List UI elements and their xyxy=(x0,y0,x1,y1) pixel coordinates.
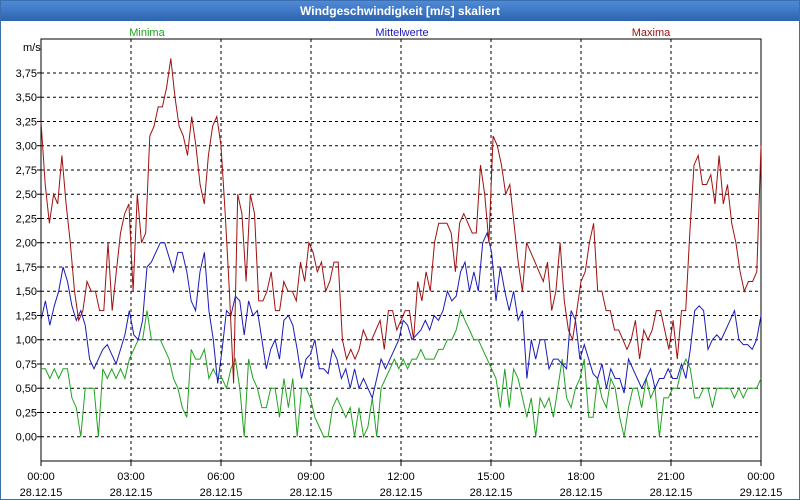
y-tick-label: 3,00 xyxy=(16,141,37,153)
grid-lines xyxy=(41,39,761,461)
x-axis-ticks: 00:00 28.12.15 03:00 28.12.15 06:00 28.12.15 0… xyxy=(20,461,783,499)
x-tick-time: 09:00 xyxy=(297,471,325,483)
y-tick-label: 1,50 xyxy=(16,286,37,298)
x-tick-time: 00:00 xyxy=(27,471,55,483)
legend: Minima Mittelwerte Maxima xyxy=(129,27,671,39)
x-tick-time: 21:00 xyxy=(657,471,685,483)
y-tick-label: 2,25 xyxy=(16,213,37,225)
y-tick-label: 1,25 xyxy=(16,310,37,322)
y-axis-ticks: 0,00 0,25 0,50 0,75 1,00 1,25 1,50 1,75 2,00 2,25… xyxy=(16,68,41,444)
x-tick-date: 28.12.15 xyxy=(650,487,693,499)
y-axis-label: m/s xyxy=(23,42,41,54)
data-series xyxy=(40,58,762,439)
y-tick-label: 1,75 xyxy=(16,262,37,274)
y-tick-label: 2,00 xyxy=(16,238,37,250)
legend-mittelwerte: Mittelwerte xyxy=(375,27,428,39)
y-tick-label: 0,25 xyxy=(16,407,37,419)
x-tick-date: 28.12.15 xyxy=(110,487,153,499)
x-tick-date: 29.12.15 xyxy=(740,487,783,499)
x-tick-time: 00:00 xyxy=(747,471,775,483)
y-tick-label: 0,75 xyxy=(16,359,37,371)
y-tick-label: 2,50 xyxy=(16,189,37,201)
series-line-minima xyxy=(41,309,762,439)
x-tick-date: 28.12.15 xyxy=(20,487,63,499)
x-tick-date: 28.12.15 xyxy=(290,487,333,499)
x-tick-date: 28.12.15 xyxy=(560,487,603,499)
y-tick-label: 1,00 xyxy=(16,335,37,347)
x-tick-date: 28.12.15 xyxy=(470,487,513,499)
y-tick-label: 3,50 xyxy=(16,92,37,104)
legend-minima: Minima xyxy=(129,27,165,39)
x-tick-time: 15:00 xyxy=(477,471,505,483)
x-tick-time: 06:00 xyxy=(207,471,235,483)
x-tick-time: 03:00 xyxy=(117,471,145,483)
x-tick-date: 28.12.15 xyxy=(380,487,423,499)
series-line-mittelwerte xyxy=(40,231,762,400)
y-tick-label: 0,50 xyxy=(16,383,37,395)
chart-title: Windgeschwindigkeit [m/s] skaliert xyxy=(1,1,799,21)
x-tick-time: 18:00 xyxy=(567,471,595,483)
y-tick-label: 3,75 xyxy=(16,68,37,80)
x-tick-time: 12:00 xyxy=(387,471,415,483)
legend-maxima: Maxima xyxy=(632,27,671,39)
series-line-maxima xyxy=(40,58,762,384)
y-tick-label: 3,25 xyxy=(16,116,37,128)
x-tick-date: 28.12.15 xyxy=(200,487,243,499)
y-tick-label: 2,75 xyxy=(16,165,37,177)
y-tick-label: 0,00 xyxy=(16,432,37,444)
